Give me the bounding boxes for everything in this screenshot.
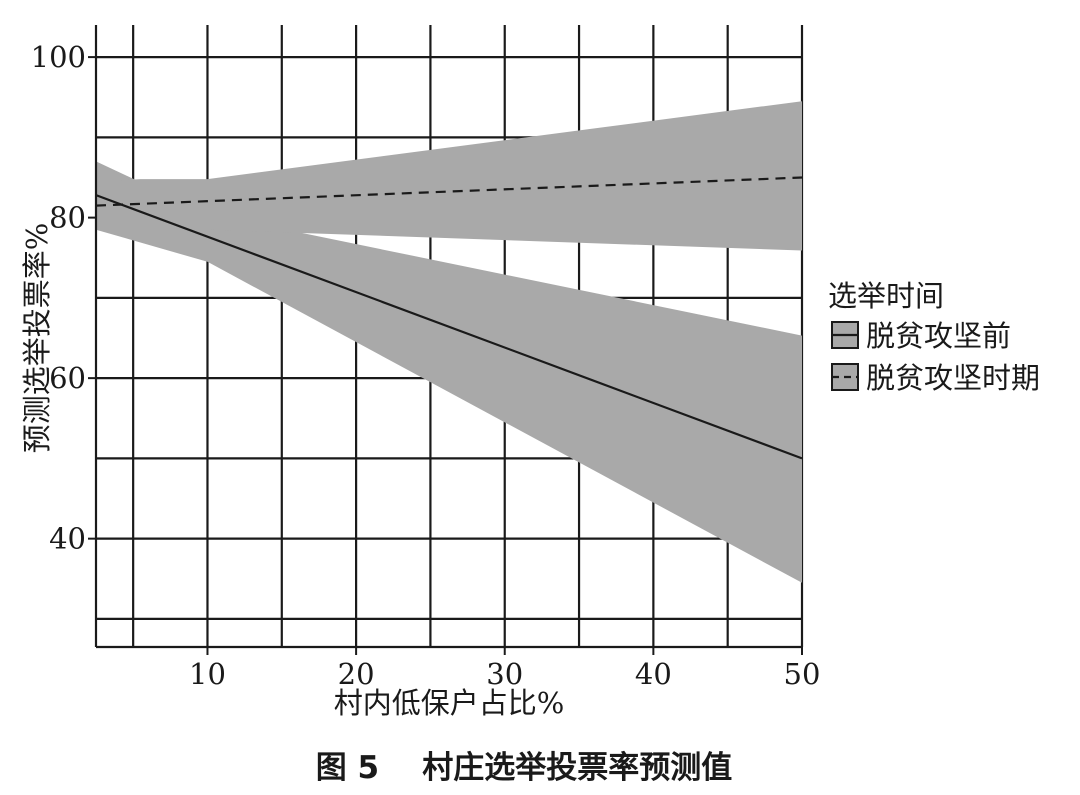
series-lines [95, 176, 803, 460]
y-tick-label-40: 40 [49, 522, 86, 556]
x-axis-title: 村内低保户占比% [334, 686, 565, 720]
x-tick-label-30: 30 [486, 657, 523, 691]
y-tick-label-100: 100 [31, 40, 86, 74]
x-tick-label-50: 50 [784, 657, 821, 691]
y-tick-label-80: 80 [49, 201, 86, 235]
x-tick-label-10: 10 [189, 657, 226, 691]
confidence-band-1 [96, 161, 802, 583]
legend-label-1: 脱贫攻坚前 [866, 319, 1011, 353]
x-tick-label-40: 40 [635, 657, 672, 691]
legend-title: 选举时间 [828, 279, 944, 313]
y-tick-label-60: 60 [49, 361, 86, 395]
y-axis-title: 预测选举投票率% [20, 223, 54, 454]
plot-frame [94, 25, 802, 649]
figure-caption: 图 5 村庄选举投票率预测值 [316, 750, 733, 786]
confidence-bands [96, 101, 802, 583]
confidence-band-2 [96, 101, 802, 251]
y-axis-ticks: 40 60 80 100 [31, 40, 96, 556]
series-line-1 [95, 194, 803, 460]
legend-label-2: 脱贫攻坚时期 [866, 361, 1040, 395]
x-tick-label-20: 20 [338, 657, 375, 691]
x-axis-ticks: 10 20 30 40 50 [189, 647, 820, 691]
